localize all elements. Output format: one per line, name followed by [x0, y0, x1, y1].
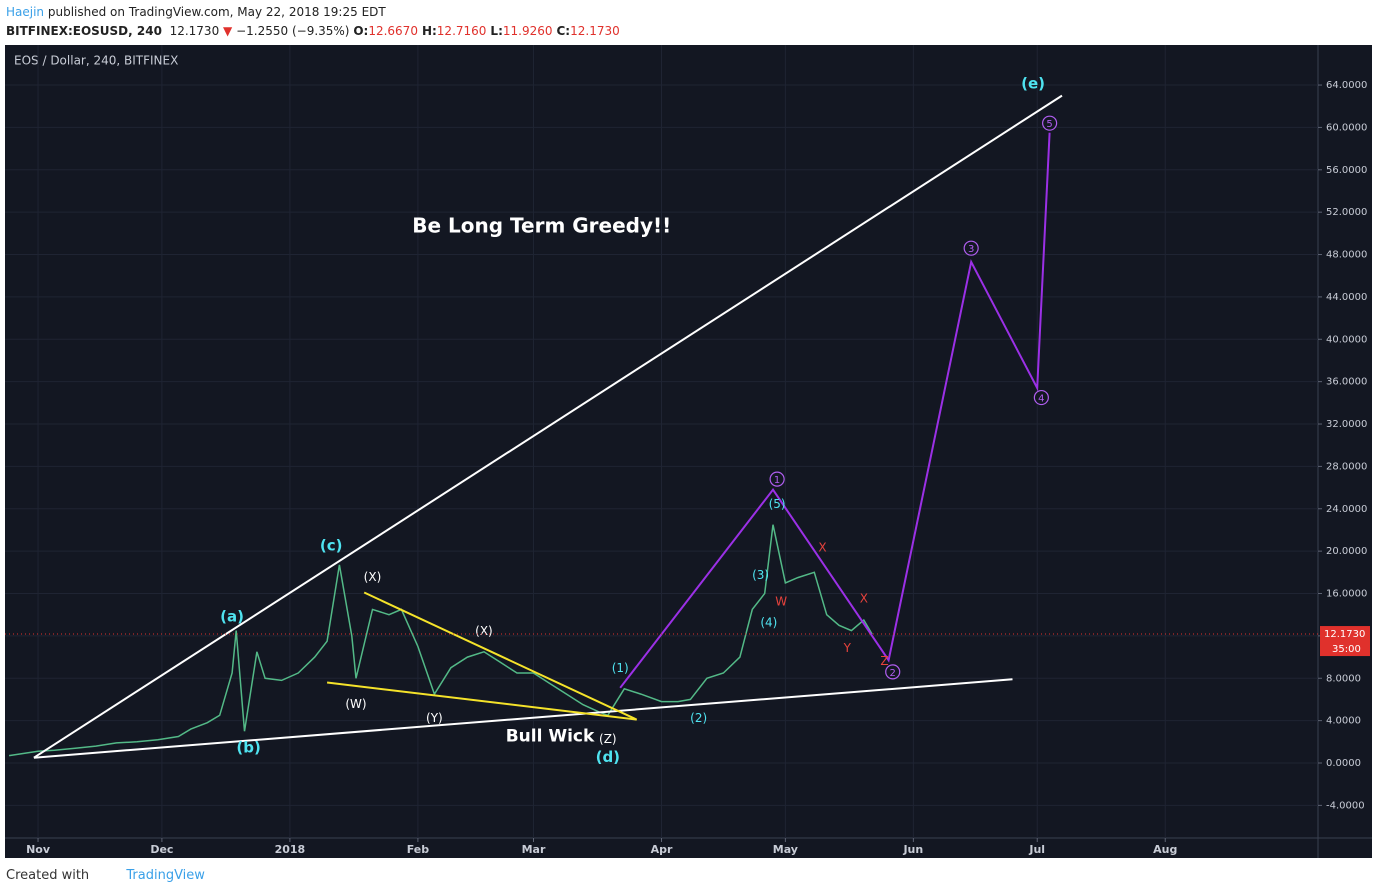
- y-tick-label: 4.0000: [1326, 716, 1361, 727]
- annotation: Z: [880, 654, 888, 668]
- annotation: (Z): [599, 732, 617, 746]
- y-tick-label: 16.0000: [1326, 589, 1367, 600]
- annotation: Y: [843, 641, 852, 655]
- annotation: Be Long Term Greedy!!: [412, 213, 671, 237]
- annotation: (2): [690, 711, 707, 725]
- wave-number: 1: [774, 475, 780, 486]
- y-tick-label: 36.0000: [1326, 377, 1367, 388]
- chart: EOS / Dollar, 240, BITFINEX 64.0000 60.00…: [5, 45, 1372, 858]
- wave-number: 2: [890, 668, 896, 679]
- y-tick-label: 24.0000: [1326, 504, 1367, 515]
- chart-title: EOS / Dollar, 240, BITFINEX: [14, 54, 178, 68]
- x-tick-label: Jul: [1028, 843, 1045, 856]
- publish-line: Haejin published on TradingView.com, May…: [6, 3, 624, 22]
- y-tick-label: -4.0000: [1326, 800, 1365, 811]
- header: Haejin published on TradingView.com, May…: [6, 3, 624, 41]
- annotation: X: [818, 540, 826, 554]
- annotation: (a): [220, 607, 244, 625]
- ohlc-label: L:: [490, 24, 503, 38]
- created: Created with: [6, 868, 90, 883]
- x-tick-label: May: [773, 843, 798, 856]
- x-tick-label: Nov: [26, 843, 51, 856]
- x-tick-label: Apr: [651, 843, 673, 856]
- wave-number: 3: [968, 244, 974, 255]
- annotation: (1): [612, 661, 629, 675]
- x-tick-label: Dec: [150, 843, 173, 856]
- change: −1.2550 (−9.35%): [236, 24, 350, 38]
- footer: Created with TradingView: [6, 868, 205, 883]
- y-tick-label: 8.0000: [1326, 673, 1361, 684]
- annotation: (W): [345, 697, 366, 711]
- last-price-box: [1320, 626, 1370, 657]
- annotation: (3): [752, 568, 769, 582]
- annotation: (Y): [426, 711, 443, 725]
- ohlc-value: 12.7160: [436, 24, 487, 38]
- y-tick-label: 20.0000: [1326, 546, 1367, 557]
- last: 12.1730: [169, 24, 220, 38]
- x-tick-label: Aug: [1153, 843, 1177, 856]
- published: published on TradingView.com, May 22, 20…: [47, 5, 386, 19]
- y-tick-label: 28.0000: [1326, 461, 1367, 472]
- annotation: (e): [1021, 74, 1045, 92]
- x-tick-label: Feb: [407, 843, 430, 856]
- y-tick-label: 44.0000: [1326, 292, 1367, 303]
- y-tick-label: 32.0000: [1326, 419, 1367, 430]
- annotation: (4): [760, 616, 777, 630]
- y-tick-label: 40.0000: [1326, 334, 1367, 345]
- trend-line: [33, 678, 1013, 759]
- arrow: ▼: [223, 24, 233, 38]
- ohlc-value: 11.9260: [502, 24, 553, 38]
- annotation: (b): [236, 739, 260, 757]
- x-tick-label: Mar: [522, 843, 546, 856]
- trend-line: [363, 591, 638, 721]
- trend-line: [33, 94, 1063, 759]
- wave-circle: [1033, 389, 1049, 406]
- annotation: Bull Wick: [506, 727, 595, 747]
- ohlc-value: 12.1730: [570, 24, 620, 38]
- price-line: [8, 524, 873, 757]
- wave-circle: [1042, 115, 1058, 131]
- last-price-label: 12.1730: [1324, 629, 1365, 640]
- brand[interactable]: TradingView: [126, 868, 205, 883]
- y-tick-label: 0.0000: [1326, 758, 1361, 769]
- annotation: (X): [475, 624, 493, 638]
- wave-circle: [885, 664, 901, 680]
- wave-circle: [963, 240, 979, 256]
- annotation: X: [860, 591, 868, 605]
- author[interactable]: Haejin: [6, 5, 45, 19]
- annotation: (X): [364, 570, 382, 584]
- countdown: 35:00: [1332, 644, 1361, 655]
- ohlc-value: 12.6670: [368, 24, 418, 38]
- wave-number: 5: [1046, 119, 1052, 130]
- trend-line: [326, 681, 637, 721]
- ohlc-label: H:: [421, 24, 437, 38]
- x-tick-label: Jun: [902, 843, 923, 856]
- annotation: (d): [596, 748, 620, 766]
- chart-bg: [5, 45, 1372, 858]
- y-tick-label: 64.0000: [1326, 80, 1367, 91]
- y-tick-label: 60.0000: [1326, 122, 1367, 133]
- x-tick-label: 2018: [275, 843, 306, 856]
- annotation: W: [775, 594, 787, 608]
- symbol: BITFINEX:EOSUSD, 240: [6, 24, 162, 38]
- annotation: (5): [769, 497, 786, 511]
- quote-line: BITFINEX:EOSUSD, 240 12.1730 ▼ −1.2550 (…: [6, 22, 624, 41]
- annotation: (c): [320, 536, 343, 554]
- y-tick-label: 48.0000: [1326, 250, 1367, 261]
- ohlc-label: C:: [556, 24, 571, 38]
- wave-number: 4: [1038, 394, 1044, 405]
- trend-line: [619, 132, 1051, 689]
- y-tick-label: 56.0000: [1326, 165, 1367, 176]
- y-tick-label: 52.0000: [1326, 207, 1367, 218]
- ohlc-label: O:: [353, 24, 369, 38]
- wave-circle: [769, 471, 785, 487]
- ohlc: O:12.6670 H:12.7160 L:11.9260 C:12.1730: [353, 24, 623, 38]
